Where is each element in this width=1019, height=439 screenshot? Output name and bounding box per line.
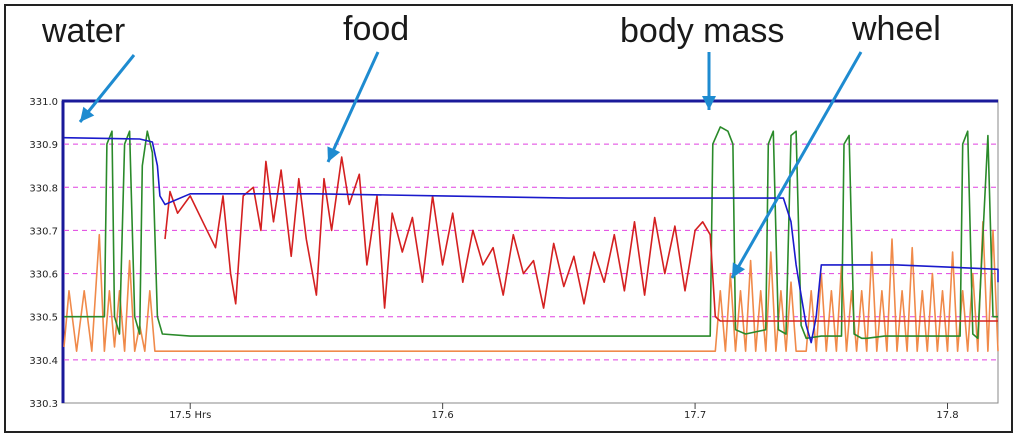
y-tick-label: 330.9 <box>29 140 58 151</box>
x-tick-label: 17.7 <box>684 410 706 421</box>
y-tick-label: 330.8 <box>29 183 58 194</box>
series-group <box>63 126 999 352</box>
annotation-water: water <box>42 12 126 50</box>
arrow-head <box>80 106 95 122</box>
annotation-arrows <box>78 51 863 279</box>
series-line <box>64 126 998 340</box>
arrow-line <box>730 51 863 279</box>
arrow-line <box>326 51 380 163</box>
y-tick-label: 330.5 <box>29 313 58 324</box>
y-tick-label: 330.3 <box>29 399 58 410</box>
y-tick-label: 330.7 <box>29 226 58 237</box>
annotation-body-mass: body mass <box>620 12 785 50</box>
series-line <box>164 156 998 322</box>
y-axis-ticks: 331.0 330.9 330.8 330.7 330.6 330.5 330.4 330.3 <box>29 97 58 410</box>
x-axis-ticks: 17.5 Hrs 17.6 17.7 17.8 <box>169 403 959 421</box>
arrow-head <box>702 96 716 110</box>
series-line <box>63 136 999 344</box>
figure-frame <box>4 4 1013 433</box>
y-tick-label: 331.0 <box>29 97 58 108</box>
x-tick-label: 17.5 Hrs <box>169 410 211 421</box>
annotation-wheel: wheel <box>852 10 941 48</box>
x-tick-label: 17.8 <box>936 410 958 421</box>
annotation-food: food <box>343 10 410 48</box>
y-tick-label: 330.6 <box>29 270 58 281</box>
arrow-line <box>78 54 136 123</box>
x-tick-label: 17.6 <box>432 410 454 421</box>
y-tick-label: 330.4 <box>29 356 58 367</box>
plot-area <box>61 99 999 404</box>
arrow-head <box>327 146 341 162</box>
arrow-head <box>732 262 746 278</box>
